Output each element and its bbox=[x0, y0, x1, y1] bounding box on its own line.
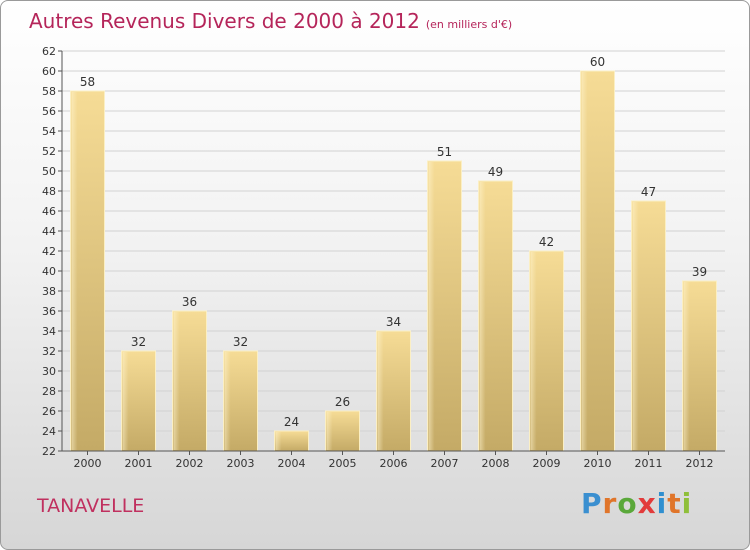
x-tick-label: 2008 bbox=[482, 457, 510, 470]
y-tick-label: 28 bbox=[42, 385, 56, 398]
location-label: TANAVELLE bbox=[37, 495, 145, 517]
logo-letter: P bbox=[581, 487, 603, 520]
bar-value-label: 24 bbox=[284, 415, 299, 429]
y-tick-label: 44 bbox=[42, 225, 56, 238]
bar-value-label: 32 bbox=[131, 335, 146, 349]
y-tick-label: 58 bbox=[42, 85, 56, 98]
y-tick-label: 60 bbox=[42, 65, 56, 78]
x-tick-label: 2001 bbox=[125, 457, 153, 470]
bar-value-label: 49 bbox=[488, 165, 503, 179]
bar-value-label: 34 bbox=[386, 315, 401, 329]
logo-letter: r bbox=[602, 487, 618, 520]
x-tick-label: 2003 bbox=[227, 457, 255, 470]
bar-value-label: 42 bbox=[539, 235, 554, 249]
logo-letter: o bbox=[617, 487, 638, 520]
bar-highlight bbox=[377, 332, 384, 450]
logo-letter: i bbox=[681, 487, 693, 520]
logo-letter: i bbox=[656, 487, 668, 520]
bars: 58 32 36 32 24 26 34 51 49 42 60 47 39 bbox=[70, 55, 717, 452]
bar-value-label: 36 bbox=[182, 295, 197, 309]
bar-value-label: 51 bbox=[437, 145, 452, 159]
y-tick-label: 62 bbox=[42, 45, 56, 58]
x-axis: 2000 2001 2002 2003 2004 2005 2006 2007 2008 2009… bbox=[62, 450, 725, 470]
y-tick-label: 40 bbox=[42, 265, 56, 278]
bar-highlight bbox=[224, 352, 231, 450]
bar-value-label: 32 bbox=[233, 335, 248, 349]
y-tick-label: 50 bbox=[42, 165, 56, 178]
y-tick-label: 56 bbox=[42, 105, 56, 118]
y-tick-label: 32 bbox=[42, 345, 56, 358]
x-tick-label: 2004 bbox=[278, 457, 306, 470]
y-tick-label: 36 bbox=[42, 305, 56, 318]
y-tick-label: 30 bbox=[42, 365, 56, 378]
x-tick-label: 2010 bbox=[584, 457, 612, 470]
y-tick-label: 52 bbox=[42, 145, 56, 158]
chart-title-text: Autres Revenus Divers de 2000 à 2012 bbox=[29, 9, 420, 33]
x-tick-label: 2009 bbox=[533, 457, 561, 470]
bar-value-label: 47 bbox=[641, 185, 656, 199]
bar-value-label: 39 bbox=[692, 265, 707, 279]
y-axis: 22 24 26 28 30 32 34 36 38 40 42 44 46 48 50 52 54 56 58 60… bbox=[42, 45, 63, 458]
logo-letter: t bbox=[667, 487, 682, 520]
x-tick-label: 2000 bbox=[74, 457, 102, 470]
bar-highlight bbox=[173, 312, 180, 450]
bar-value-label: 26 bbox=[335, 395, 350, 409]
y-tick-label: 38 bbox=[42, 285, 56, 298]
bar-highlight bbox=[326, 412, 333, 450]
bar-value-label: 58 bbox=[80, 75, 95, 89]
bar-highlight bbox=[581, 72, 588, 450]
x-tick-label: 2012 bbox=[686, 457, 714, 470]
bar-highlight bbox=[71, 92, 78, 450]
x-tick-label: 2007 bbox=[431, 457, 459, 470]
bar-highlight bbox=[632, 202, 639, 450]
chart-title: Autres Revenus Divers de 2000 à 2012 (en … bbox=[29, 9, 512, 33]
y-tick-label: 22 bbox=[42, 445, 56, 458]
y-tick-label: 46 bbox=[42, 205, 56, 218]
bar-value-label: 60 bbox=[590, 55, 605, 69]
y-tick-label: 42 bbox=[42, 245, 56, 258]
y-tick-label: 48 bbox=[42, 185, 56, 198]
bar-highlight bbox=[428, 162, 435, 450]
bar-highlight bbox=[683, 282, 690, 450]
chart-subtitle: (en milliers d'€) bbox=[425, 18, 513, 31]
y-tick-label: 24 bbox=[42, 425, 56, 438]
y-tick-label: 26 bbox=[42, 405, 56, 418]
bar-highlight bbox=[530, 252, 537, 450]
x-tick-label: 2005 bbox=[329, 457, 357, 470]
proxiti-logo: Proxiti bbox=[581, 487, 692, 520]
x-tick-label: 2002 bbox=[176, 457, 204, 470]
y-tick-label: 54 bbox=[42, 125, 56, 138]
bar-highlight bbox=[275, 432, 282, 450]
x-tick-label: 2006 bbox=[380, 457, 408, 470]
logo-letter: x bbox=[637, 487, 657, 520]
bar-highlight bbox=[479, 182, 486, 450]
y-tick-label: 34 bbox=[42, 325, 56, 338]
x-tick-label: 2011 bbox=[635, 457, 663, 470]
bar-highlight bbox=[122, 352, 129, 450]
